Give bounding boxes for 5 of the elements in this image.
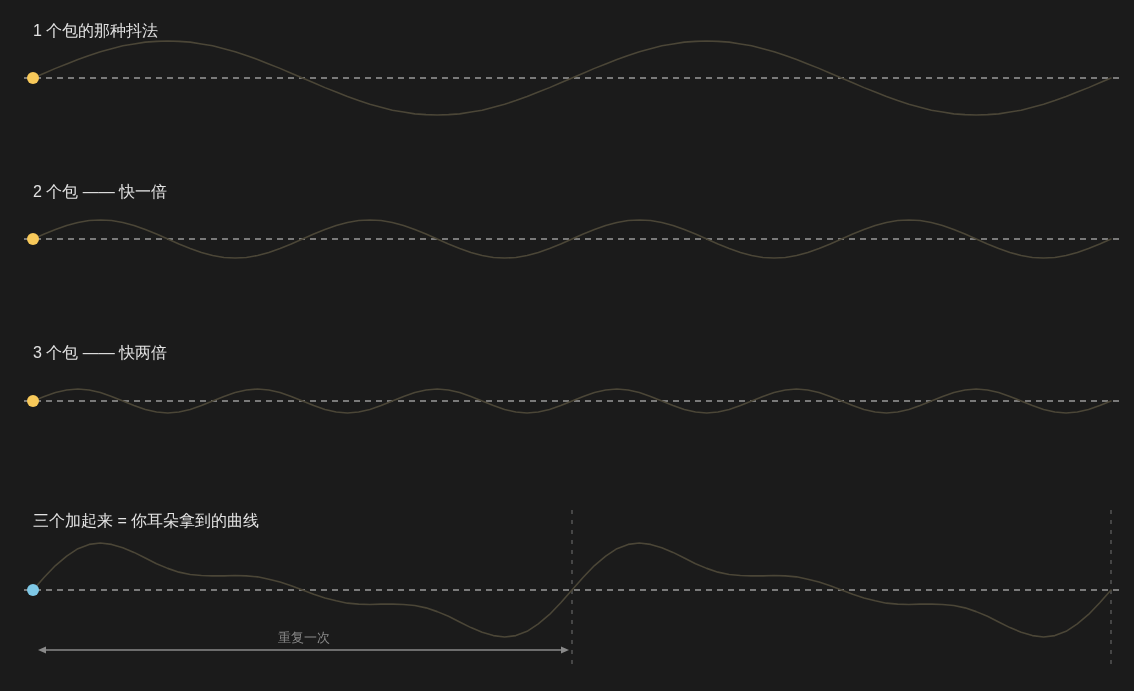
- annotation: 重复一次: [277, 630, 330, 645]
- chart-title: 3 个包 —— 快两倍: [33, 344, 168, 361]
- chart-title: 三个加起来 = 你耳朵拿到的曲线: [33, 512, 260, 529]
- chart-title: 1 个包的那种抖法: [33, 22, 159, 39]
- chart-title: 2 个包 —— 快一倍: [33, 183, 168, 200]
